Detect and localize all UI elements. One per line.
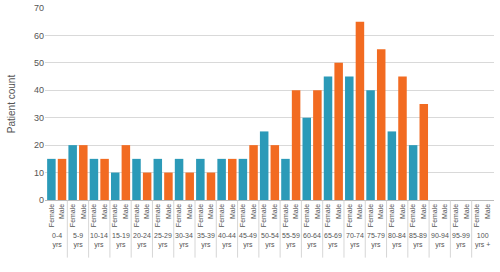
svg-text:Male: Male bbox=[314, 204, 321, 219]
svg-text:40: 40 bbox=[34, 85, 44, 95]
svg-text:50-54yrs: 50-54yrs bbox=[261, 232, 279, 249]
svg-text:Female: Female bbox=[473, 204, 480, 227]
svg-text:40-44yrs: 40-44yrs bbox=[218, 232, 236, 249]
svg-text:15-19yrs: 15-19yrs bbox=[112, 232, 130, 249]
svg-text:70-74yrs: 70-74yrs bbox=[346, 232, 364, 249]
svg-text:Female: Female bbox=[48, 204, 55, 227]
svg-text:Male: Male bbox=[420, 204, 427, 219]
svg-text:Male: Male bbox=[335, 204, 342, 219]
svg-text:Female: Female bbox=[388, 204, 395, 227]
svg-text:Female: Female bbox=[282, 204, 289, 227]
svg-text:Male: Male bbox=[250, 204, 257, 219]
svg-text:25-29yrs: 25-29yrs bbox=[154, 232, 172, 249]
svg-text:Female: Female bbox=[367, 204, 374, 227]
svg-text:Female: Female bbox=[197, 204, 204, 227]
svg-text:Female: Female bbox=[431, 204, 438, 227]
svg-text:85-89yrs: 85-89yrs bbox=[409, 232, 427, 249]
svg-text:Female: Female bbox=[346, 204, 353, 227]
svg-text:35-39yrs: 35-39yrs bbox=[197, 232, 215, 249]
svg-text:5-9yrs: 5-9yrs bbox=[73, 232, 83, 249]
svg-text:Female: Female bbox=[154, 204, 161, 227]
svg-text:30: 30 bbox=[34, 113, 44, 123]
svg-text:95-99yrs: 95-99yrs bbox=[452, 232, 470, 249]
svg-text:Female: Female bbox=[218, 204, 225, 227]
svg-text:Male: Male bbox=[399, 204, 406, 219]
svg-text:Patient count: Patient count bbox=[6, 75, 17, 134]
svg-text:Female: Female bbox=[324, 204, 331, 227]
svg-text:100yrs +: 100yrs + bbox=[475, 232, 490, 249]
svg-text:90-94yrs: 90-94yrs bbox=[431, 232, 449, 249]
svg-text:Female: Female bbox=[409, 204, 416, 227]
svg-text:Male: Male bbox=[377, 204, 384, 219]
svg-text:60-64yrs: 60-64yrs bbox=[303, 232, 321, 249]
svg-text:Male: Male bbox=[441, 204, 448, 219]
svg-text:65-69yrs: 65-69yrs bbox=[324, 232, 342, 249]
svg-text:Male: Male bbox=[186, 204, 193, 219]
svg-text:Male: Male bbox=[271, 204, 278, 219]
svg-text:Male: Male bbox=[292, 204, 299, 219]
svg-text:0-4yrs: 0-4yrs bbox=[52, 232, 62, 249]
svg-text:50: 50 bbox=[34, 58, 44, 68]
svg-text:0: 0 bbox=[39, 195, 44, 205]
svg-text:Male: Male bbox=[229, 204, 236, 219]
svg-text:20-24yrs: 20-24yrs bbox=[133, 232, 151, 249]
svg-text:20: 20 bbox=[34, 140, 44, 150]
svg-text:Female: Female bbox=[90, 204, 97, 227]
svg-text:Male: Male bbox=[143, 204, 150, 219]
svg-text:75-79yrs: 75-79yrs bbox=[367, 232, 385, 249]
svg-text:Female: Female bbox=[303, 204, 310, 227]
svg-text:45-49yrs: 45-49yrs bbox=[239, 232, 257, 249]
svg-text:30-34yrs: 30-34yrs bbox=[175, 232, 193, 249]
svg-text:Male: Male bbox=[207, 204, 214, 219]
svg-text:10: 10 bbox=[34, 168, 44, 178]
svg-text:Female: Female bbox=[175, 204, 182, 227]
svg-text:Male: Male bbox=[165, 204, 172, 219]
svg-text:Male: Male bbox=[356, 204, 363, 219]
svg-text:Male: Male bbox=[122, 204, 129, 219]
svg-text:Male: Male bbox=[80, 204, 87, 219]
svg-text:55-59yrs: 55-59yrs bbox=[282, 232, 300, 249]
svg-text:Female: Female bbox=[260, 204, 267, 227]
svg-text:Male: Male bbox=[484, 204, 491, 219]
svg-text:Female: Female bbox=[452, 204, 459, 227]
svg-text:Male: Male bbox=[101, 204, 108, 219]
svg-text:Female: Female bbox=[111, 204, 118, 227]
svg-text:60: 60 bbox=[34, 31, 44, 41]
svg-text:70: 70 bbox=[34, 3, 44, 13]
svg-text:Female: Female bbox=[239, 204, 246, 227]
svg-text:10-14yrs: 10-14yrs bbox=[90, 232, 108, 249]
svg-text:Male: Male bbox=[58, 204, 65, 219]
svg-text:Male: Male bbox=[463, 204, 470, 219]
svg-text:Female: Female bbox=[69, 204, 76, 227]
svg-text:80-84yrs: 80-84yrs bbox=[388, 232, 406, 249]
svg-text:Female: Female bbox=[133, 204, 140, 227]
